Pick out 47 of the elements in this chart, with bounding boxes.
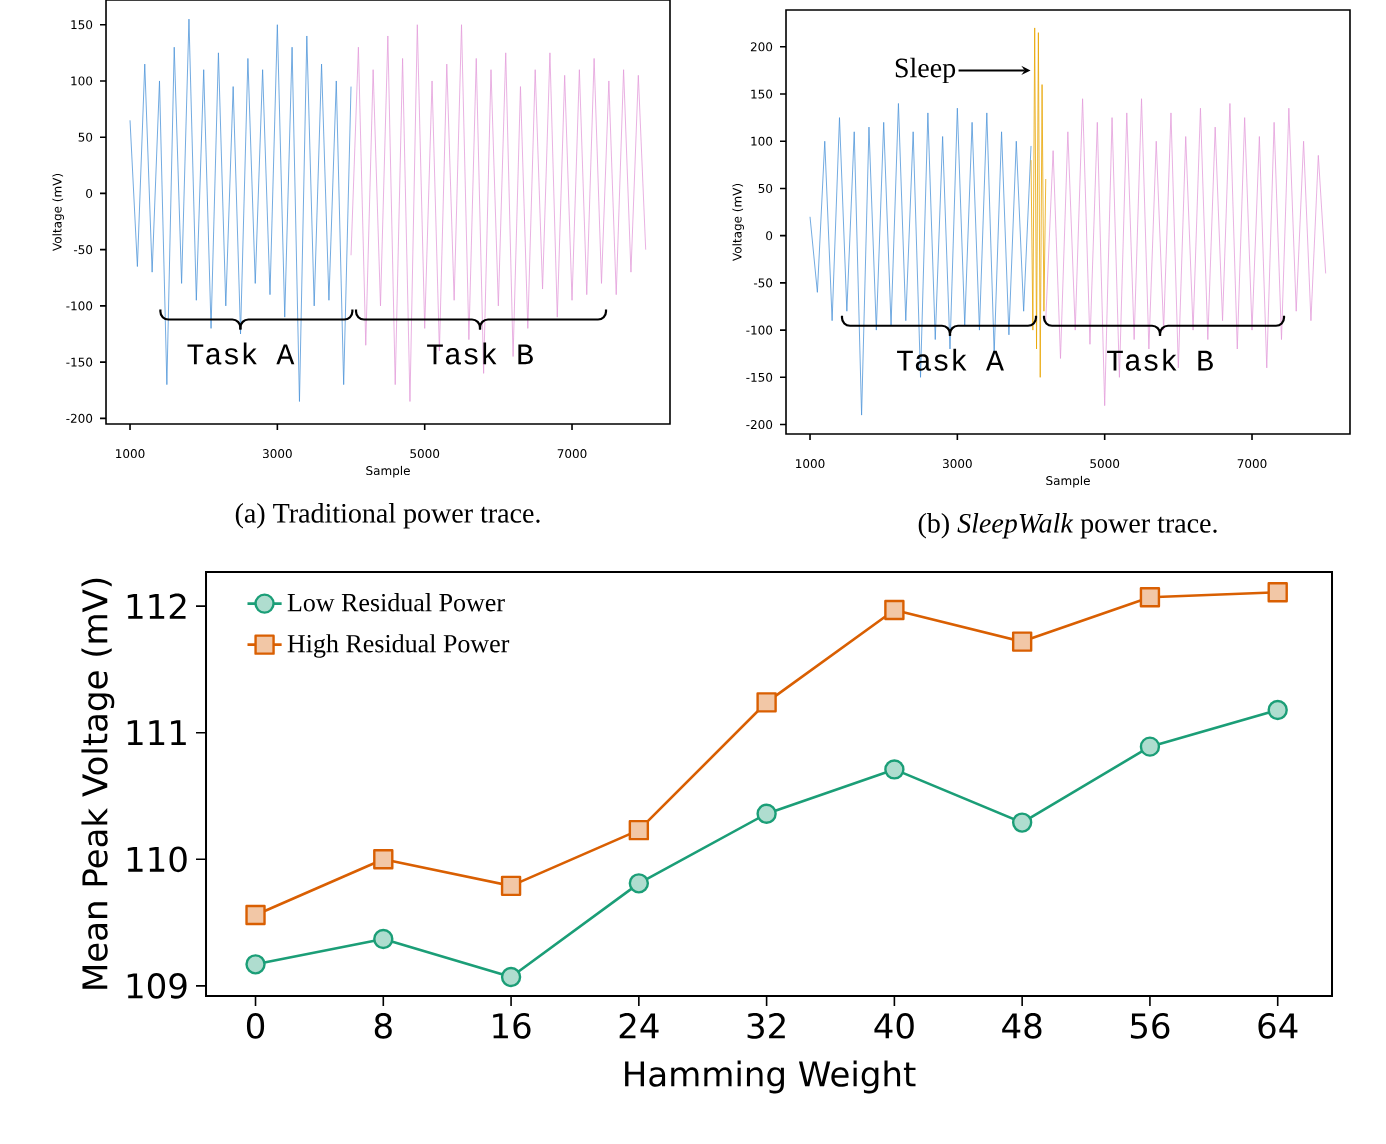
line-series — [129, 18, 352, 402]
annotation: Task B — [427, 342, 533, 365]
point — [1011, 631, 1033, 652]
legend-label: High Residual Power — [287, 634, 510, 658]
y-tick-label: 111 — [127, 720, 186, 746]
annotation: Task A — [897, 348, 1004, 371]
point — [628, 819, 650, 841]
point — [245, 954, 266, 975]
annotation: Sleep — [895, 57, 956, 84]
y-tick-label: 110 — [127, 846, 187, 873]
x-tick-label: 48 — [1002, 1013, 1042, 1039]
point — [1267, 699, 1288, 721]
point — [628, 873, 650, 894]
x-tick-label: 56 — [1130, 1013, 1170, 1039]
y-tick-label: 112 — [127, 593, 186, 619]
text: (b) SleepWalk power trace. — [918, 513, 1217, 539]
point — [756, 803, 777, 824]
x-tick-label: 24 — [619, 1013, 659, 1039]
point — [1139, 736, 1161, 757]
annotation: Task A — [187, 342, 295, 365]
y-tick-label: 109 — [127, 972, 187, 999]
x-tick-label: 32 — [747, 1013, 785, 1039]
x-tick-label: 8 — [374, 1013, 392, 1039]
point — [1139, 587, 1161, 608]
line-series — [1045, 98, 1327, 407]
x-tick-label: 16 — [493, 1013, 531, 1039]
point — [1011, 812, 1033, 833]
annotation: Task B — [1107, 348, 1213, 371]
point — [756, 692, 777, 713]
point — [373, 928, 394, 950]
x-tick-label: 0 — [246, 1013, 265, 1039]
point — [1267, 582, 1288, 603]
x-tick-label: 40 — [874, 1013, 914, 1039]
line-series — [350, 24, 647, 402]
point — [500, 875, 522, 897]
point — [884, 759, 905, 780]
x-tick-label: 64 — [1258, 1013, 1298, 1039]
point — [373, 849, 394, 870]
text: (a) Traditional power trace. — [235, 503, 540, 529]
y-axis-title: Mean Peak Voltage (mV) — [81, 578, 115, 989]
legend-label: Low Residual Power — [287, 593, 505, 612]
point — [500, 966, 522, 988]
point — [245, 904, 266, 926]
point — [884, 599, 905, 621]
line-series — [1030, 27, 1047, 378]
line-series — [809, 103, 1032, 416]
x-axis-title: Hamming Weight — [625, 1060, 916, 1094]
